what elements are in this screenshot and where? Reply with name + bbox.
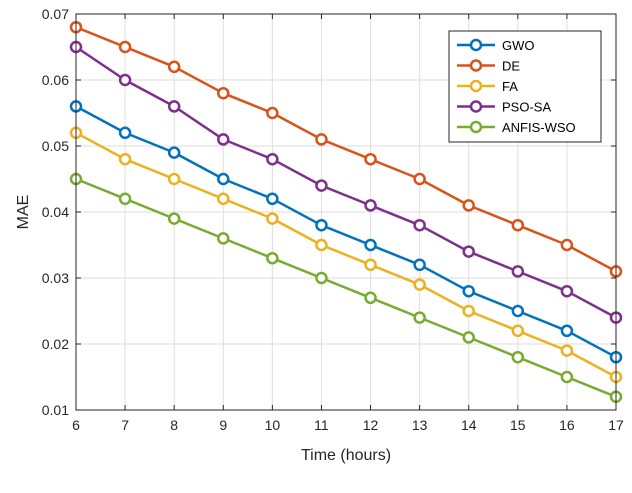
legend-label: FA xyxy=(502,79,518,94)
series-line xyxy=(75,45,617,319)
data-point xyxy=(167,212,181,225)
y-axis-label: MAE xyxy=(15,195,32,230)
data-point xyxy=(217,133,230,146)
x-tick-label: 17 xyxy=(608,417,624,433)
x-tick-label: 11 xyxy=(314,417,329,433)
y-tick-label: 0.07 xyxy=(42,6,69,22)
series-pso-sa xyxy=(69,40,623,324)
y-tick-label: 0.01 xyxy=(42,402,69,418)
data-point xyxy=(266,106,279,120)
data-point xyxy=(315,271,328,285)
data-point xyxy=(167,60,181,74)
legend-label: DE xyxy=(502,59,520,74)
data-point xyxy=(511,265,525,278)
data-point xyxy=(167,172,181,186)
data-point xyxy=(266,212,279,225)
y-tick-label: 0.02 xyxy=(42,336,69,352)
data-point xyxy=(118,126,132,140)
y-tick-label: 0.04 xyxy=(42,204,69,220)
legend-label: GWO xyxy=(502,38,535,53)
legend-swatch-marker xyxy=(469,79,483,93)
data-point xyxy=(266,152,279,166)
x-tick-label: 15 xyxy=(510,417,526,433)
series-line xyxy=(75,177,617,398)
x-tick-label: 13 xyxy=(412,417,428,433)
legend-swatch-marker xyxy=(469,59,483,72)
data-point xyxy=(462,284,475,298)
data-point xyxy=(413,172,426,186)
legend-entry: GWO xyxy=(457,38,535,53)
x-axis-ticks: 6 7 8 9 10 11 12 13 14 15 16 17 xyxy=(72,14,624,433)
data-point xyxy=(462,304,475,318)
x-tick-label: 12 xyxy=(363,417,379,433)
legend-entry: DE xyxy=(457,59,520,74)
data-point xyxy=(413,258,426,272)
data-point xyxy=(364,258,377,272)
data-point xyxy=(118,40,132,54)
series-line xyxy=(75,131,617,379)
data-point xyxy=(511,304,525,318)
legend-swatch-marker xyxy=(469,100,483,113)
data-point xyxy=(315,218,328,232)
data-point xyxy=(167,146,181,159)
legend-entry: PSO-SA xyxy=(457,100,551,115)
data-point xyxy=(560,238,574,252)
data-point xyxy=(118,192,132,206)
data-point xyxy=(217,232,230,245)
data-point xyxy=(413,218,426,232)
y-axis-ticks: 0.01 0.02 0.03 0.04 0.05 0.06 0.07 xyxy=(42,6,616,418)
legend-swatch-marker xyxy=(469,38,483,52)
data-point xyxy=(413,311,426,324)
data-point xyxy=(462,331,475,344)
data-point xyxy=(364,152,377,166)
data-point xyxy=(315,133,328,146)
data-point xyxy=(315,179,328,192)
x-tick-label: 14 xyxy=(461,417,477,433)
legend-entry: FA xyxy=(457,79,518,94)
data-point xyxy=(560,324,574,338)
data-point xyxy=(560,284,574,298)
x-tick-label: 10 xyxy=(265,417,281,433)
data-point xyxy=(167,100,181,113)
x-tick-label: 8 xyxy=(170,417,178,433)
y-tick-label: 0.03 xyxy=(42,270,69,286)
series-gwo xyxy=(69,100,623,364)
series-line xyxy=(75,26,617,273)
y-tick-label: 0.06 xyxy=(42,72,69,88)
data-point xyxy=(217,86,230,100)
data-point xyxy=(462,199,475,212)
legend: GWO DE FA PSO-SA ANFIS-WSO xyxy=(448,30,602,143)
data-point xyxy=(118,152,132,166)
y-tick-label: 0.05 xyxy=(42,138,69,154)
data-point xyxy=(266,192,279,206)
data-point xyxy=(462,245,475,258)
data-point xyxy=(413,278,426,291)
series-layer xyxy=(69,20,623,404)
x-tick-label: 6 xyxy=(72,417,80,433)
data-point xyxy=(217,172,230,186)
data-point xyxy=(560,344,574,357)
data-point xyxy=(315,238,328,252)
data-point xyxy=(118,73,132,87)
legend-entry: ANFIS-WSO xyxy=(457,120,576,135)
data-point xyxy=(217,192,230,206)
data-point xyxy=(364,238,377,252)
data-point xyxy=(266,251,279,265)
series-anfis-wso xyxy=(69,172,623,404)
data-point xyxy=(364,291,377,305)
legend-label: ANFIS-WSO xyxy=(502,120,576,135)
legend-label: PSO-SA xyxy=(502,100,551,115)
x-tick-label: 9 xyxy=(219,417,227,433)
data-point xyxy=(511,324,525,338)
series-line xyxy=(75,105,617,359)
data-point xyxy=(511,350,525,364)
x-tick-label: 16 xyxy=(559,417,575,433)
data-point xyxy=(511,218,525,232)
data-point xyxy=(560,370,574,384)
x-tick-label: 7 xyxy=(121,417,129,433)
x-axis-label: Time (hours) xyxy=(301,447,391,464)
legend-swatch-marker xyxy=(469,120,483,134)
data-point xyxy=(364,199,377,212)
